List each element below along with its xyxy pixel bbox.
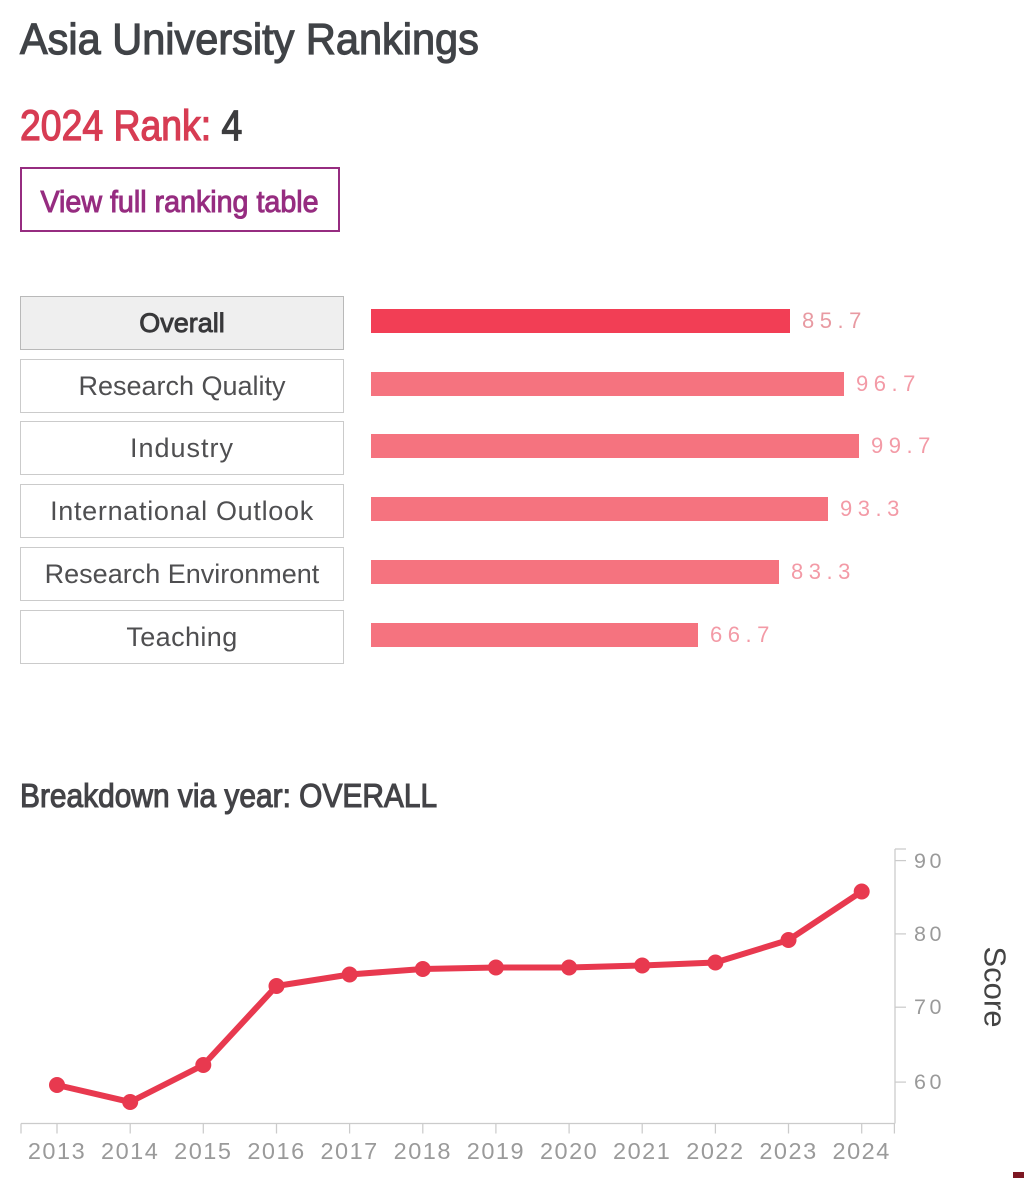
svg-text:60: 60: [914, 1070, 945, 1094]
svg-text:2014: 2014: [101, 1138, 159, 1164]
svg-text:80: 80: [914, 922, 945, 946]
svg-text:2022: 2022: [686, 1138, 744, 1164]
svg-text:2013: 2013: [28, 1138, 86, 1164]
svg-text:2020: 2020: [540, 1138, 598, 1164]
svg-text:2021: 2021: [613, 1138, 671, 1164]
svg-text:2016: 2016: [247, 1138, 305, 1164]
svg-text:2024: 2024: [833, 1138, 891, 1164]
svg-text:70: 70: [914, 995, 945, 1019]
svg-text:2017: 2017: [320, 1138, 378, 1164]
svg-text:2023: 2023: [759, 1138, 817, 1164]
svg-text:2018: 2018: [394, 1138, 452, 1164]
svg-text:90: 90: [914, 849, 945, 873]
svg-text:2019: 2019: [467, 1138, 525, 1164]
svg-text:2015: 2015: [174, 1138, 232, 1164]
svg-text:Score: Score: [978, 947, 1013, 1028]
